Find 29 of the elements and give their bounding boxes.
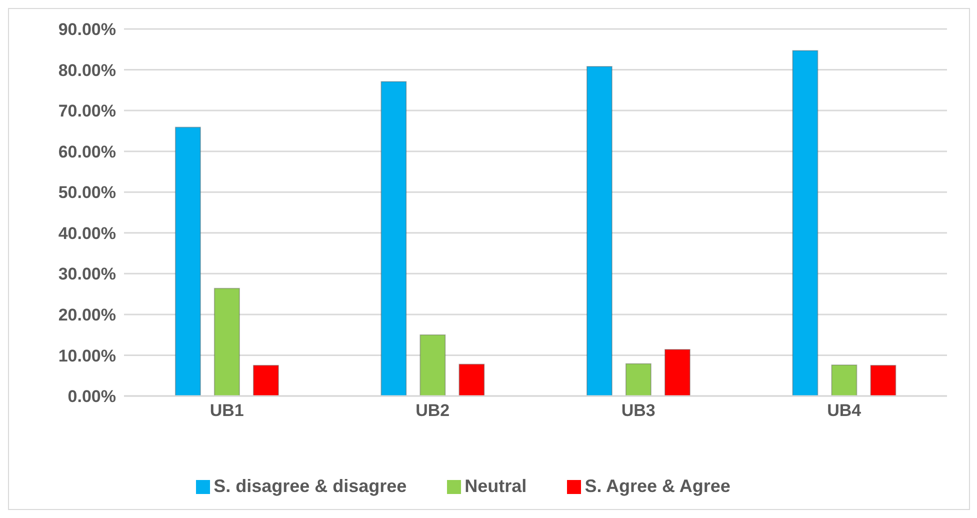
y-tick-label: 20.00%	[58, 305, 116, 324]
bar	[664, 349, 690, 396]
x-tick-label: UB2	[416, 401, 450, 420]
x-tick-label: UB1	[210, 401, 244, 420]
bar	[870, 364, 896, 396]
legend-label: S. Agree & Agree	[584, 476, 730, 496]
x-tick-label: UB4	[827, 401, 862, 420]
bar	[174, 126, 201, 396]
y-tick-label: 40.00%	[58, 224, 116, 243]
bar	[420, 334, 446, 396]
y-tick-label: 60.00%	[58, 142, 116, 162]
y-tick-label: 80.00%	[58, 60, 116, 80]
bar	[214, 288, 240, 396]
y-tick-label: 10.00%	[58, 346, 116, 366]
bar	[831, 364, 858, 396]
bar	[458, 364, 485, 396]
bar	[792, 50, 818, 396]
y-tick-label: 90.00%	[58, 20, 116, 40]
bar	[380, 81, 407, 396]
y-tick-label: 70.00%	[58, 102, 116, 121]
legend-label: S. disagree & disagree	[214, 476, 407, 496]
y-tick-label: 30.00%	[58, 264, 116, 284]
bar	[252, 364, 279, 396]
bar	[586, 66, 612, 396]
bar	[625, 363, 652, 396]
y-tick-label: 0.00%	[68, 387, 116, 406]
x-tick-label: UB3	[621, 401, 656, 420]
legend-label: Neutral	[464, 476, 527, 496]
y-tick-label: 50.00%	[58, 183, 116, 202]
